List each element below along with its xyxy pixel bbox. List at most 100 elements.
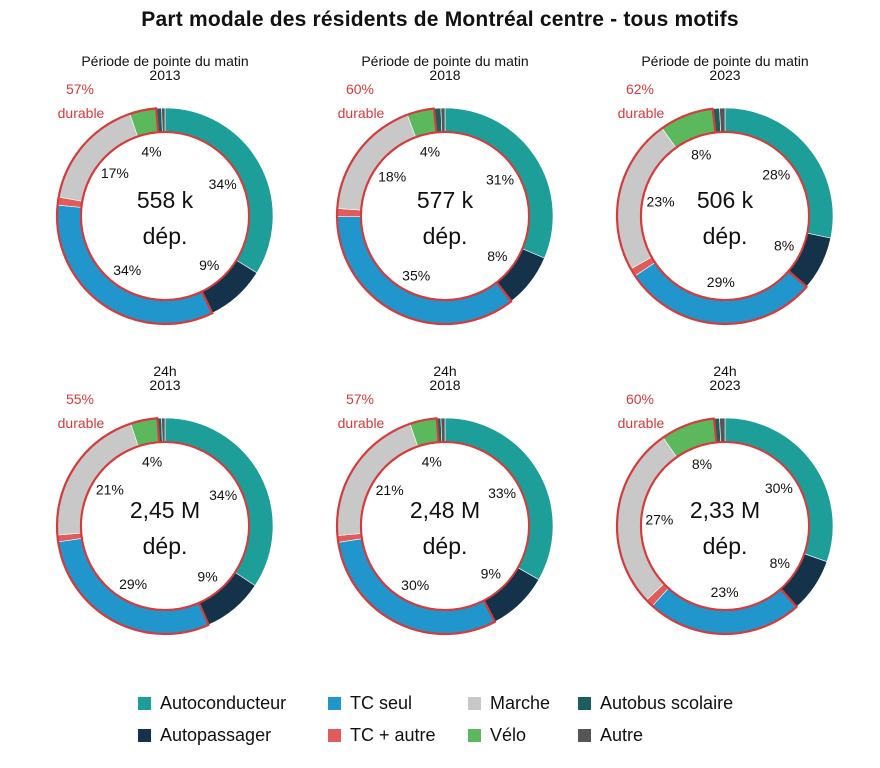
chart-title: Part modale des résidents de Montréal ce… — [141, 8, 739, 31]
donut-hole — [80, 441, 250, 611]
slice-label: 17% — [101, 165, 129, 181]
slice-label: 28% — [762, 166, 790, 182]
slice-autre — [161, 107, 166, 133]
donut-hole — [360, 131, 530, 301]
subplot-title: Période de pointe du matin — [361, 53, 528, 69]
legend-swatch — [138, 697, 151, 710]
slice-label: 8% — [770, 555, 790, 571]
legend-item: Marche — [468, 693, 550, 714]
slice-label: 35% — [402, 267, 430, 283]
center-value: 577 k — [417, 187, 474, 213]
legend-swatch — [328, 697, 341, 710]
subplot-year: 2018 — [429, 377, 460, 393]
durable-label: durable — [618, 105, 665, 121]
slice-label: 27% — [645, 511, 673, 527]
durable-label: durable — [338, 105, 385, 121]
slice-autre — [440, 417, 446, 443]
subplot-title: 24h — [153, 363, 176, 379]
subplot-title: Période de pointe du matin — [641, 53, 808, 69]
center-unit: dép. — [143, 223, 188, 249]
durable-percent: 57% — [66, 81, 94, 97]
slice-autre — [440, 107, 446, 133]
legend-item: Autobus scolaire — [578, 693, 733, 714]
slice-label: 30% — [401, 577, 429, 593]
slice-label: 31% — [486, 172, 514, 188]
subplot-year: 2018 — [429, 67, 460, 83]
slice-label: 9% — [197, 568, 217, 584]
donut-hole — [640, 441, 810, 611]
slice-label: 34% — [209, 176, 237, 192]
durable-label: durable — [618, 415, 665, 431]
center-value: 506 k — [697, 187, 754, 213]
legend-label: Autoconducteur — [160, 693, 287, 713]
donut-charts-grid: 34% 9% 34% 17% 4% 558 k dép. Période de pointe … — [55, 53, 834, 636]
slice-autre — [719, 417, 726, 443]
subplot-year: 2013 — [149, 377, 180, 393]
durable-label: durable — [58, 105, 105, 121]
donut-hole — [360, 441, 530, 611]
legend-label: TC seul — [350, 693, 413, 713]
slice-label: 4% — [141, 143, 161, 159]
legend-label: Autopassager — [160, 725, 272, 745]
subplot-title: 24h — [433, 363, 456, 379]
subplot-year: 2023 — [709, 67, 740, 83]
legend-swatch — [468, 697, 481, 710]
center-unit: dép. — [703, 223, 748, 249]
center-value: 2,33 M — [690, 497, 760, 523]
durable-percent: 55% — [66, 391, 94, 407]
slice-autre — [161, 417, 166, 443]
center-value: 2,48 M — [410, 497, 480, 523]
center-unit: dép. — [423, 533, 468, 559]
subplot-year: 2013 — [149, 67, 180, 83]
center-value: 2,45 M — [130, 497, 200, 523]
durable-percent: 57% — [346, 391, 374, 407]
durable-label: durable — [58, 415, 105, 431]
donut-hole — [80, 131, 250, 301]
slice-label: 4% — [142, 453, 162, 469]
slice-autre — [719, 107, 726, 133]
legend-label: Autre — [600, 725, 644, 745]
slice-label: 29% — [707, 274, 735, 290]
durable-percent: 60% — [346, 81, 374, 97]
legend-swatch — [468, 729, 481, 742]
slice-label: 9% — [199, 257, 219, 273]
durable-label: durable — [338, 415, 385, 431]
center-unit: dép. — [143, 533, 188, 559]
legend-label: Vélo — [490, 725, 527, 745]
center-unit: dép. — [423, 223, 468, 249]
slice-label: 21% — [376, 482, 404, 498]
subplot-year: 2023 — [709, 377, 740, 393]
center-unit: dép. — [703, 533, 748, 559]
legend-item: Autre — [578, 725, 643, 746]
legend-item: Autoconducteur — [138, 693, 286, 714]
subplot-title: 24h — [713, 363, 736, 379]
donut-chart: 28% 8% 29% 23% 8% 506 k dép. Période de pointe … — [615, 53, 834, 326]
subplot-title: Période de pointe du matin — [81, 53, 248, 69]
slice-label: 23% — [647, 194, 675, 210]
legend-item: TC + autre — [328, 725, 436, 746]
legend-item: Vélo — [468, 725, 526, 746]
slice-label: 23% — [711, 584, 739, 600]
slice-label: 33% — [488, 485, 516, 501]
legend-swatch — [138, 729, 151, 742]
legend-swatch — [328, 729, 341, 742]
slice-label: 29% — [119, 576, 147, 592]
legend-swatch — [578, 729, 591, 742]
legend-label: Marche — [490, 693, 551, 713]
durable-percent: 62% — [626, 81, 654, 97]
slice-label: 18% — [378, 168, 406, 184]
donut-chart: 31% 8% 35% 18% 4% 577 k dép. Période de pointe … — [335, 53, 554, 326]
slice-label: 34% — [113, 262, 141, 278]
slice-label: 9% — [481, 566, 501, 582]
slice-label: 4% — [420, 144, 440, 160]
slice-label: 8% — [487, 248, 507, 264]
slice-label: 8% — [692, 456, 712, 472]
slice-label: 21% — [96, 482, 124, 498]
center-value: 558 k — [137, 187, 194, 213]
slice-label: 8% — [691, 146, 711, 162]
slice-label: 4% — [422, 453, 442, 469]
legend-label: TC + autre — [350, 725, 436, 745]
